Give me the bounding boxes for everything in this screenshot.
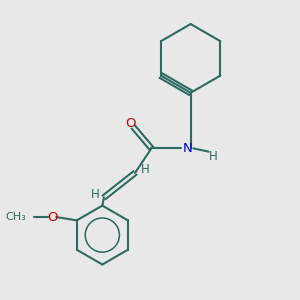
Text: H: H (90, 188, 99, 201)
Text: N: N (182, 142, 192, 155)
Text: H: H (140, 163, 149, 176)
Text: O: O (125, 117, 135, 130)
Text: O: O (47, 211, 58, 224)
Text: H: H (209, 150, 218, 163)
Text: CH₃: CH₃ (5, 212, 26, 222)
